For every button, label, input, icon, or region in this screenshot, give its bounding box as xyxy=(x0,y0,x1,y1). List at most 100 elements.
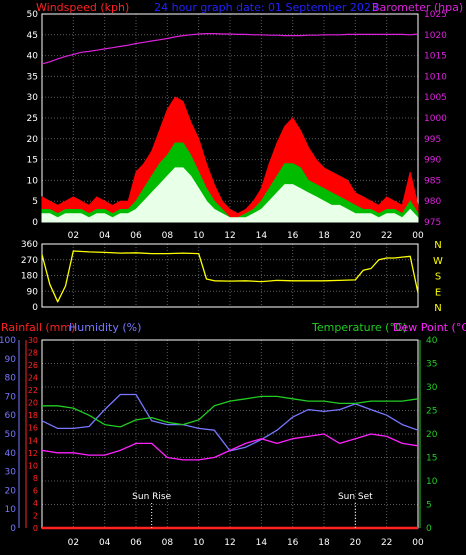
windspeed-tick-label: 20 xyxy=(27,135,39,145)
rainfall-tick-label: 8 xyxy=(33,474,38,483)
barometer-tick-label: 1010 xyxy=(424,72,447,82)
wind-time-tick-label: 12 xyxy=(224,231,235,241)
rainfall-tick-label: 18 xyxy=(28,411,38,420)
humidity-tick-label: 80 xyxy=(5,374,17,384)
temperature-tick-label: 0 xyxy=(426,524,432,534)
windspeed-axis-title: Windspeed (kph) xyxy=(36,1,129,14)
barometer-tick-label: 1005 xyxy=(424,93,447,103)
temperature-tick-label: 10 xyxy=(426,477,438,487)
temperature-tick-label: 30 xyxy=(426,383,438,393)
direction-tick-label: 270 xyxy=(21,256,38,266)
rainfall-tick-label: 6 xyxy=(33,486,38,495)
wind-time-tick-label: 04 xyxy=(99,231,111,241)
rainfall-tick-label: 12 xyxy=(28,449,38,458)
rainfall-tick-label: 0 xyxy=(33,524,38,533)
humidity-axis-title: Humidity (%) xyxy=(69,321,141,334)
climate-time-tick-label: 02 xyxy=(68,538,79,548)
sun-marker-label: Sun Set xyxy=(338,492,373,502)
climate-time-tick-label: 06 xyxy=(130,538,142,548)
humidity-tick-label: 30 xyxy=(5,468,17,478)
wind-time-tick-label: 08 xyxy=(162,231,174,241)
barometer-tick-label: 985 xyxy=(424,176,441,186)
temperature-tick-label: 5 xyxy=(426,501,432,511)
climate-time-tick-label: 20 xyxy=(350,538,362,548)
windspeed-tick-label: 15 xyxy=(27,156,38,166)
windspeed-tick-label: 45 xyxy=(27,31,38,41)
wind-time-tick-label: 14 xyxy=(256,231,268,241)
rainfall-tick-label: 4 xyxy=(33,499,38,508)
windspeed-tick-label: 30 xyxy=(27,93,39,103)
temperature-axis-title: Temperature (°C) xyxy=(311,321,407,334)
direction-tick-label: 360 xyxy=(21,240,38,250)
barometer-tick-label: 975 xyxy=(424,218,441,228)
windspeed-tick-label: 50 xyxy=(27,10,39,20)
rainfall-tick-label: 30 xyxy=(28,336,38,345)
wind-time-tick-label: 16 xyxy=(287,231,299,241)
compass-label: E xyxy=(435,287,441,298)
climate-time-tick-label: 14 xyxy=(256,538,268,548)
rainfall-tick-label: 14 xyxy=(28,436,38,445)
windspeed-tick-label: 10 xyxy=(27,176,39,186)
windspeed-tick-label: 35 xyxy=(27,72,38,82)
rainfall-tick-label: 22 xyxy=(28,386,38,395)
barometer-tick-label: 1000 xyxy=(424,114,447,124)
temperature-line xyxy=(42,395,419,428)
compass-label: N xyxy=(434,303,441,314)
temperature-tick-label: 40 xyxy=(426,336,438,346)
barometer-tick-label: 990 xyxy=(424,156,441,166)
humidity-tick-label: 0 xyxy=(10,524,16,534)
temperature-tick-label: 35 xyxy=(426,360,437,370)
temperature-tick-label: 15 xyxy=(426,454,437,464)
climate-panel: 0510152025303540010203040506070809010002… xyxy=(0,336,438,548)
wind-time-tick-label: 10 xyxy=(193,231,205,241)
wind-time-tick-label: 00 xyxy=(412,231,424,241)
wind-time-tick-label: 20 xyxy=(350,231,362,241)
windspeed-tick-label: 5 xyxy=(32,197,38,207)
humidity-tick-label: 100 xyxy=(0,336,16,346)
barometer-tick-label: 1020 xyxy=(424,31,447,41)
windspeed-panel: 0510152025303540455097598098599099510001… xyxy=(27,10,448,241)
climate-time-tick-label: 08 xyxy=(162,538,174,548)
rainfall-tick-label: 20 xyxy=(28,399,38,408)
humidity-tick-label: 60 xyxy=(5,411,17,421)
climate-time-tick-label: 04 xyxy=(99,538,111,548)
barometer-line xyxy=(41,32,419,65)
temperature-tick-label: 20 xyxy=(426,430,438,440)
barometer-tick-label: 980 xyxy=(424,197,441,207)
humidity-tick-label: 90 xyxy=(5,355,17,365)
windspeed-tick-label: 40 xyxy=(27,52,39,62)
rainfall-tick-label: 24 xyxy=(28,374,38,383)
humidity-tick-label: 70 xyxy=(5,392,17,402)
humidity-tick-label: 40 xyxy=(5,449,17,459)
dew-point-axis-title: Dew Point (°C) xyxy=(393,321,466,334)
rainfall-axis-title: Rainfall (mm) xyxy=(1,321,75,334)
climate-time-tick-label: 12 xyxy=(224,538,235,548)
climate-time-tick-label: 16 xyxy=(287,538,299,548)
climate-time-tick-label: 18 xyxy=(318,538,330,548)
climate-time-tick-label: 10 xyxy=(193,538,205,548)
barometer-tick-label: 1025 xyxy=(424,10,447,20)
direction-tick-label: 90 xyxy=(27,287,39,297)
compass-label: N xyxy=(434,240,441,251)
graph-date-title: 24 hour graph date: 01 September 2023 xyxy=(154,1,378,14)
dir-frame xyxy=(41,243,419,308)
rainfall-tick-label: 26 xyxy=(28,361,38,370)
barometer-tick-label: 995 xyxy=(424,135,441,145)
wind-time-tick-label: 02 xyxy=(68,231,79,241)
temperature-tick-label: 25 xyxy=(426,407,437,417)
wind-time-tick-label: 06 xyxy=(130,231,142,241)
wind-light-area xyxy=(41,167,419,223)
humidity-tick-label: 50 xyxy=(5,430,17,440)
windspeed-tick-label: 0 xyxy=(32,218,38,228)
rainfall-tick-label: 10 xyxy=(28,461,38,470)
humidity-tick-label: 10 xyxy=(5,505,17,515)
wind-time-tick-label: 22 xyxy=(381,231,392,241)
sun-marker-label: Sun Rise xyxy=(132,492,171,502)
barometer-tick-label: 1015 xyxy=(424,52,447,62)
climate-time-tick-label: 00 xyxy=(412,538,424,548)
barometer-axis-title: Barometer (hpa) xyxy=(372,1,463,14)
wind-time-tick-label: 18 xyxy=(318,231,330,241)
